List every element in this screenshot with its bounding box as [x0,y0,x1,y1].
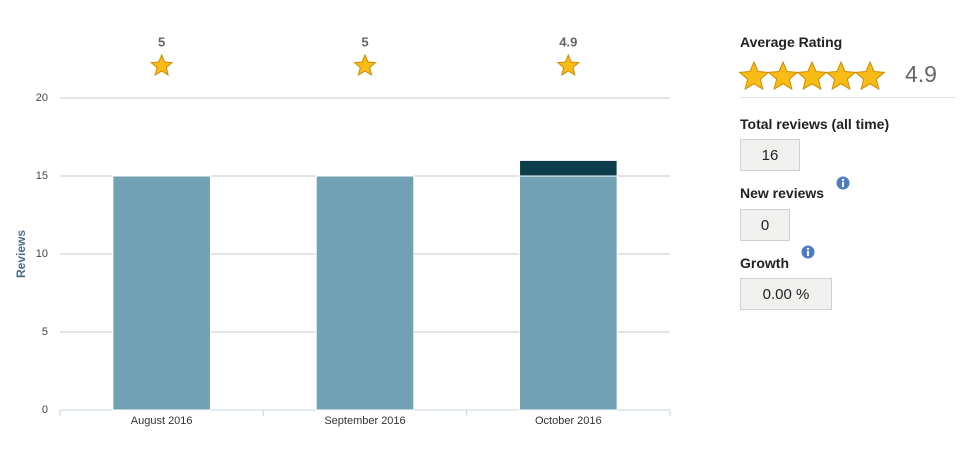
bar-segment [112,175,211,411]
divider [740,97,956,98]
star [556,53,581,76]
star [149,53,174,76]
new-reviews-label: New reviews [740,185,825,201]
rating-stars [738,60,886,91]
x-tick-label: August 2016 [131,415,193,427]
star [825,60,857,91]
star [796,60,828,91]
info-icon[interactable] [836,176,850,190]
rating-label: 4.9 [559,34,577,49]
total-reviews-value: 16 [740,139,800,171]
x-tick-label: October 2016 [535,415,602,427]
y-tick-label: 15 [36,170,48,182]
average-rating-label: Average Rating [740,34,843,50]
y-tick-label: 20 [36,92,48,104]
star [738,60,770,91]
growth-label: Growth [740,255,789,271]
star [767,60,799,91]
y-tick-label: 5 [42,326,48,338]
rating-label: 5 [158,34,165,49]
y-tick-label: 10 [36,248,48,260]
y-axis-label: Reviews [14,230,28,278]
rating-label: 5 [361,34,368,49]
bar-segment [519,159,618,177]
star [353,53,377,76]
total-reviews-label: Total reviews (all time) [740,116,890,132]
new-reviews-value: 0 [740,209,790,241]
info-icon[interactable] [801,245,815,259]
average-rating-value: 4.9 [905,61,937,87]
y-tick-label: 0 [42,404,48,416]
x-tick-label: September 2016 [324,415,405,427]
chart: Reviews 0 5 10 15 20 August 2016 5 September 20… [14,34,671,427]
bar-segment [315,175,415,411]
bar-segment [519,175,618,411]
growth-value: 0.00 % [740,278,832,310]
star [854,60,886,91]
